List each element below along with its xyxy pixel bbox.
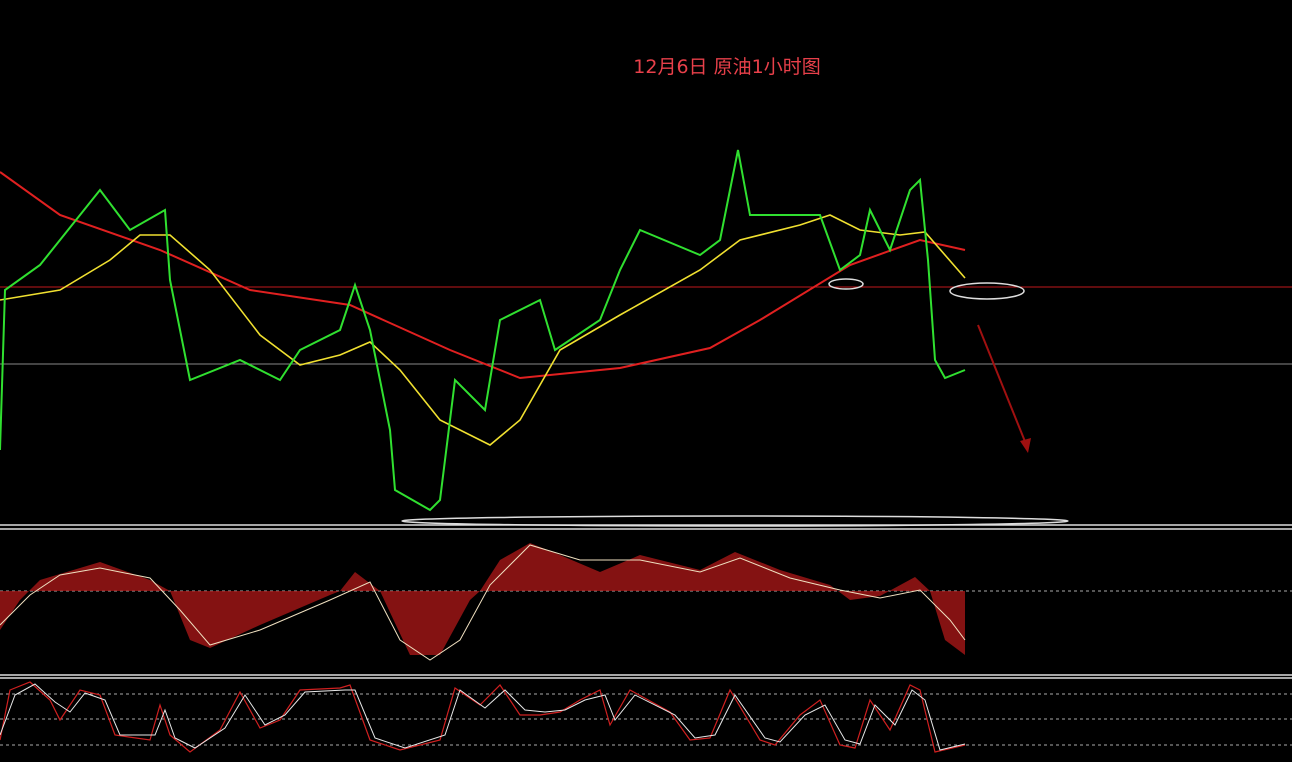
short-moving-average — [0, 214, 966, 446]
macd-signal — [0, 544, 966, 661]
macd-histogram — [0, 543, 965, 655]
chart-title: 12月6日 原油1小时图 — [633, 56, 820, 78]
highlight-ellipse — [949, 282, 1025, 300]
long-moving-average — [0, 171, 966, 380]
stoch-k — [0, 681, 966, 753]
price-path — [0, 149, 966, 512]
arrow-head — [1020, 438, 1031, 453]
trend-arrow — [977, 324, 1027, 445]
stoch-d — [0, 683, 966, 751]
highlight-ellipse — [828, 278, 864, 290]
highlight-ellipse — [401, 515, 1069, 527]
